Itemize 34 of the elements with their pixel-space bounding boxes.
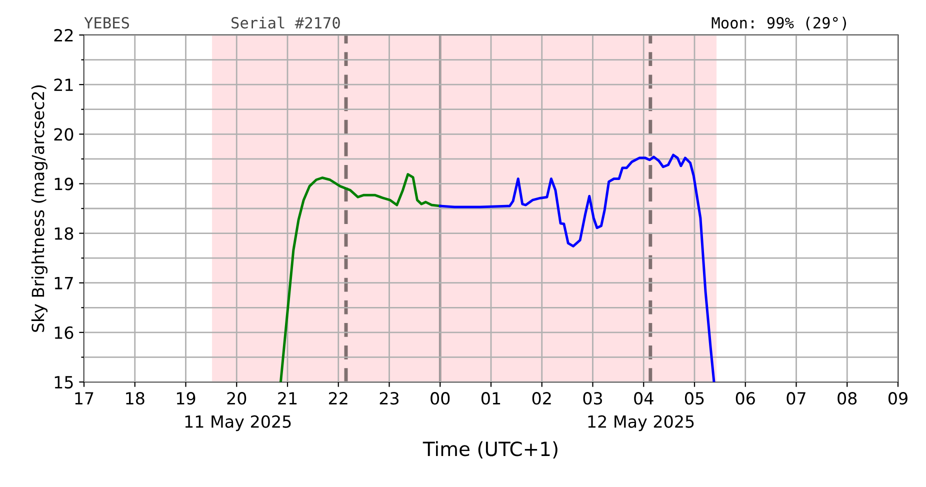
x-tick-label: 07 (786, 392, 806, 405)
x-tick-label: 00 (430, 392, 450, 405)
line-series (279, 173, 442, 382)
y-axis-title: Sky Brightness (mag/arcsec2) (31, 85, 48, 332)
x-tick-label: 22 (328, 392, 348, 404)
y-tick-label: 15 (54, 376, 73, 389)
text: Serial #2170 (232, 16, 340, 29)
x-tick-label: 08 (838, 392, 857, 405)
y-tick-label: 22 (54, 28, 73, 42)
x-axis-title: Time (UTC+1) (422, 441, 558, 459)
x-tick-label: 01 (481, 392, 500, 405)
text: YEBES (84, 17, 129, 29)
x-tick-label: 20 (227, 392, 246, 405)
x-tick-label: 06 (736, 392, 755, 405)
x-tick-label: 02 (532, 392, 551, 405)
line-series (438, 154, 716, 382)
y-tick-label: 16 (54, 326, 74, 339)
y-tick-label: 17 (54, 277, 73, 290)
text: 12 May 2025 (588, 415, 694, 432)
text: 11 May 2025 (185, 415, 291, 432)
x-tick-label: 09 (888, 392, 908, 405)
x-tick-label: 04 (634, 392, 654, 405)
x-tick-label: 19 (176, 392, 196, 405)
y-tick-label: 18 (54, 227, 74, 240)
y-tick-label: 19 (54, 178, 74, 190)
x-tick-label: 05 (684, 392, 704, 405)
y-tick-label: 21 (54, 78, 73, 91)
x-tick-label: 23 (380, 392, 399, 405)
text: Moon: 99% (29°) (712, 16, 846, 30)
x-tick-label: 21 (278, 392, 297, 404)
x-tick-label: 03 (583, 392, 602, 405)
x-tick-label: 17 (75, 392, 94, 404)
x-tick-label: 18 (126, 392, 144, 405)
y-tick-label: 20 (54, 128, 74, 141)
